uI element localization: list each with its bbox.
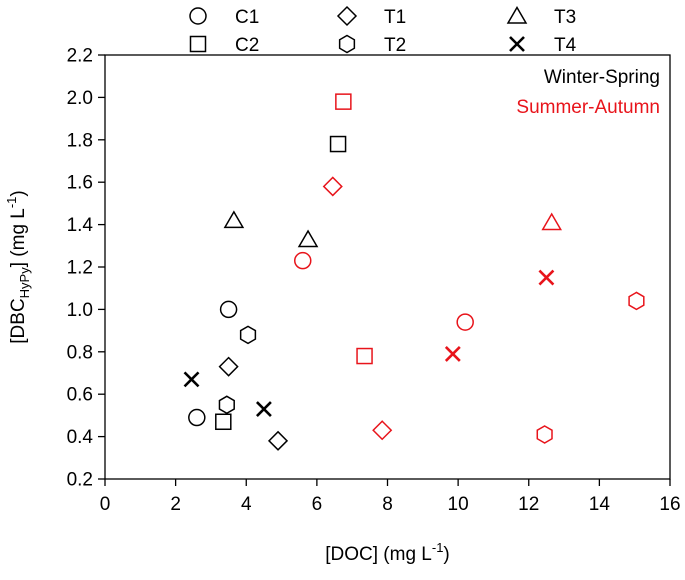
axis-titles: [DOC] (mg L-1) [DBCHyPy] (mg L-1) bbox=[4, 190, 450, 565]
y-tick-label: 0.8 bbox=[67, 342, 93, 363]
legend-marker-t2 bbox=[338, 34, 356, 54]
point-t2-winter bbox=[239, 325, 257, 345]
point-c2-summer bbox=[356, 347, 373, 365]
point-t3-winter bbox=[297, 229, 319, 248]
y-tick-label: 1.8 bbox=[67, 130, 93, 151]
point-c2-summer bbox=[335, 93, 352, 110]
point-t2-winter bbox=[218, 395, 235, 415]
point-c2-winter bbox=[329, 135, 347, 153]
legend-marker-c2 bbox=[189, 35, 207, 53]
y-tick-label: 2.2 bbox=[67, 46, 93, 67]
x-tick-label: 4 bbox=[241, 494, 252, 515]
x-tick-label: 0 bbox=[100, 494, 111, 515]
legend-label-t4: T4 bbox=[554, 35, 577, 56]
point-t4-summer bbox=[444, 346, 461, 362]
x-stroke bbox=[538, 269, 555, 286]
legend-marker-t3 bbox=[506, 6, 528, 24]
point-c1-winter bbox=[219, 300, 238, 319]
x-tick-label: 16 bbox=[659, 494, 680, 515]
x-axis-title: [DOC] (mg L-1) bbox=[325, 540, 450, 565]
point-t3-summer bbox=[541, 212, 563, 231]
y-axis-title: [DBCHyPy] (mg L-1) bbox=[4, 190, 32, 343]
x-stroke bbox=[444, 346, 461, 362]
x-tick-label: 8 bbox=[382, 494, 393, 515]
x-tick-label: 14 bbox=[589, 494, 611, 515]
x-tick-label: 6 bbox=[312, 494, 323, 515]
x-tick-label: 10 bbox=[448, 494, 469, 515]
y-tick-label: 1.4 bbox=[67, 215, 94, 236]
point-t1-summer bbox=[372, 420, 393, 441]
y-tick-label: 1.0 bbox=[67, 300, 93, 321]
x-tick-label: 12 bbox=[518, 494, 539, 515]
season-label: Summer-Autumn bbox=[516, 97, 660, 118]
y-tick-label: 0.2 bbox=[67, 470, 93, 491]
point-t2-summer bbox=[536, 425, 553, 444]
point-t1-summer bbox=[322, 176, 343, 197]
point-c1-summer bbox=[456, 313, 474, 331]
legend-label-t3: T3 bbox=[554, 7, 576, 28]
point-t4-summer bbox=[538, 269, 555, 286]
season-label: Winter-Spring bbox=[544, 67, 660, 88]
point-c1-summer bbox=[294, 251, 312, 270]
x-axis: 0 2 4 6 8 10 12 14 16 bbox=[100, 479, 681, 515]
point-c1-winter bbox=[188, 408, 206, 427]
y-axis: 0.2 0.4 0.6 0.8 1.0 1.2 1.4 1.6 1.8 2.0 2.2 bbox=[67, 46, 105, 491]
legend-marker-t1 bbox=[336, 5, 358, 27]
point-t1-winter bbox=[218, 356, 239, 377]
point-t4-winter bbox=[255, 401, 272, 417]
y-tick-label: 0.4 bbox=[67, 427, 94, 448]
x-tick-label: 2 bbox=[170, 494, 181, 515]
data-points bbox=[183, 93, 645, 451]
y-tick-label: 2.0 bbox=[67, 88, 93, 109]
y-tick-label: 1.6 bbox=[67, 173, 93, 194]
legend-label-c1: C1 bbox=[235, 7, 259, 28]
legend-marker-c1 bbox=[189, 7, 207, 25]
legend: C1 T1 T3 C2 T2 T4 bbox=[189, 5, 577, 56]
legend-label-c2: C2 bbox=[235, 35, 259, 56]
point-t1-winter bbox=[267, 430, 289, 451]
legend-marker-t4 bbox=[509, 36, 525, 52]
point-t3-winter bbox=[223, 210, 245, 229]
point-t4-winter bbox=[183, 371, 200, 388]
y-tick-label: 1.2 bbox=[67, 258, 93, 279]
season-labels: Winter-Spring Summer-Autumn bbox=[516, 67, 660, 118]
point-t2-summer bbox=[628, 291, 645, 311]
y-tick-label: 0.6 bbox=[67, 385, 93, 406]
legend-label-t2: T2 bbox=[384, 35, 406, 56]
point-c2-winter bbox=[215, 413, 232, 431]
x-stroke bbox=[183, 371, 200, 388]
x-stroke bbox=[509, 36, 525, 52]
x-stroke bbox=[255, 401, 272, 417]
legend-label-t1: T1 bbox=[384, 7, 406, 28]
